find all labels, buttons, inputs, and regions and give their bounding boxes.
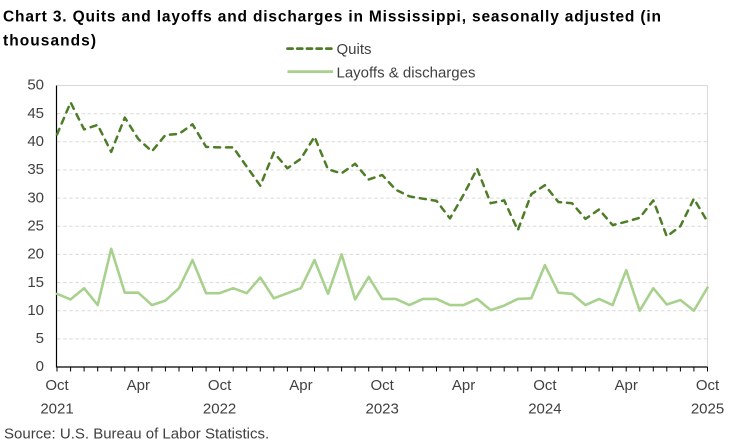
svg-text:40: 40 bbox=[27, 133, 44, 150]
svg-text:Apr: Apr bbox=[127, 377, 150, 394]
svg-text:Apr: Apr bbox=[289, 377, 312, 394]
svg-text:15: 15 bbox=[27, 274, 44, 291]
svg-text:30: 30 bbox=[27, 189, 44, 206]
svg-text:Quits: Quits bbox=[337, 41, 372, 58]
svg-text:Chart 3. Quits and layoffs and: Chart 3. Quits and layoffs and discharge… bbox=[3, 9, 661, 26]
svg-text:Oct: Oct bbox=[208, 377, 232, 394]
svg-text:Oct: Oct bbox=[696, 377, 720, 394]
svg-text:Oct: Oct bbox=[45, 377, 69, 394]
svg-text:25: 25 bbox=[27, 217, 44, 234]
svg-text:Oct: Oct bbox=[371, 377, 395, 394]
svg-text:5: 5 bbox=[36, 330, 44, 347]
svg-text:2024: 2024 bbox=[528, 400, 561, 417]
svg-text:Oct: Oct bbox=[533, 377, 557, 394]
svg-text:20: 20 bbox=[27, 246, 44, 263]
svg-text:35: 35 bbox=[27, 161, 44, 178]
svg-text:0: 0 bbox=[36, 358, 44, 375]
svg-text:2021: 2021 bbox=[40, 400, 73, 417]
svg-text:2025: 2025 bbox=[691, 400, 724, 417]
svg-text:50: 50 bbox=[27, 77, 44, 94]
svg-text:Apr: Apr bbox=[452, 377, 475, 394]
svg-text:2023: 2023 bbox=[366, 400, 399, 417]
svg-text:45: 45 bbox=[27, 105, 44, 122]
svg-text:Layoffs & discharges: Layoffs & discharges bbox=[337, 65, 476, 82]
svg-text:2022: 2022 bbox=[203, 400, 236, 417]
svg-text:thousands): thousands) bbox=[3, 32, 96, 49]
svg-text:Apr: Apr bbox=[615, 377, 638, 394]
svg-text:Source: U.S. Bureau of Labor S: Source: U.S. Bureau of Labor Statistics. bbox=[4, 425, 269, 442]
svg-text:10: 10 bbox=[27, 302, 44, 319]
